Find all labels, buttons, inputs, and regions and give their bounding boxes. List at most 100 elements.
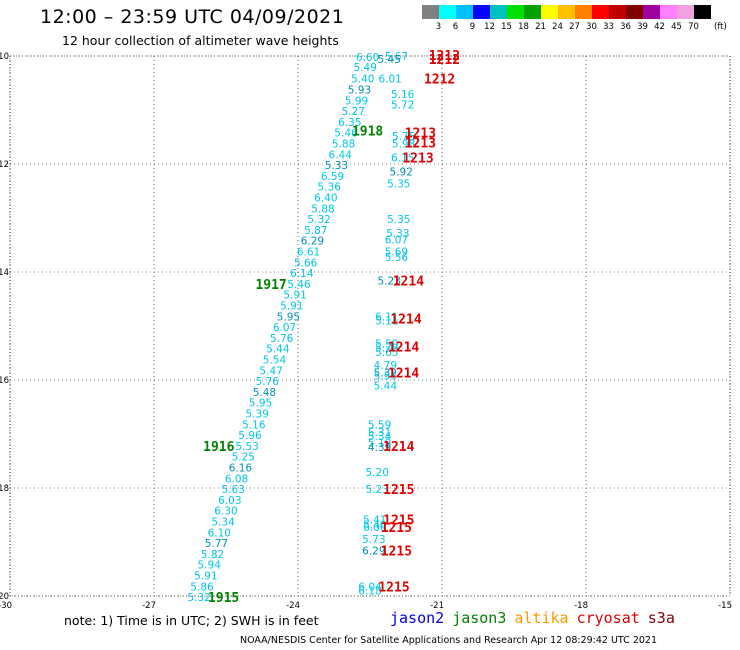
wave-height-value: 5.40 <box>351 74 374 86</box>
wave-height-value: 5.79 <box>375 343 398 355</box>
wave-height-value: 5.67 <box>385 51 408 63</box>
wave-height-value: 5.34 <box>211 516 235 528</box>
wave-height-value: 5.87 <box>304 225 327 237</box>
pass-time-label: 1215 <box>381 545 412 560</box>
wave-height-value: 5.23 <box>378 276 401 288</box>
wave-height-value: 5.33 <box>386 228 409 240</box>
color-swatch <box>660 5 677 19</box>
wave-height-value: 5.96 <box>238 430 262 442</box>
wave-height-value: 4.39 <box>368 442 391 454</box>
pass-time-label: 1212 <box>429 53 460 68</box>
wave-height-value: 5.36 <box>318 182 342 194</box>
wave-height-value: 6.40 <box>314 192 337 204</box>
legend-entry-s3a: s3a <box>647 609 675 627</box>
color-swatch <box>558 5 575 19</box>
color-scale-label: 12 <box>484 22 495 32</box>
wave-height-value: 6.10 <box>208 527 231 539</box>
time-labels: 1918191719161915121212121212121312131213… <box>203 49 460 606</box>
wave-height-value: 6.29 <box>301 236 324 248</box>
pass-time-label: 1215 <box>381 521 412 536</box>
wave-height-value: 6.08 <box>225 473 248 485</box>
wave-height-value: 5.76 <box>270 333 294 345</box>
latitude-tick-label: -14 <box>0 268 9 278</box>
color-scale-unit: (ft) <box>714 22 727 32</box>
wave-height-value: 6.61 <box>297 246 320 258</box>
color-scale-label: 42 <box>654 22 665 32</box>
wave-height-value: 5.69 <box>385 246 408 258</box>
wave-height-value: 5.76 <box>256 376 280 388</box>
longitude-tick-label: -27 <box>142 601 156 611</box>
pass-time-label: 1213 <box>405 127 436 142</box>
longitude-tick-label: -18 <box>574 601 588 611</box>
wave-height-value: 6.07 <box>273 322 296 334</box>
wave-height-value: 5.88 <box>332 138 355 150</box>
pass-time-label: 1215 <box>383 483 414 498</box>
pass-time-label: 1214 <box>388 366 419 381</box>
latitude-tick-label: -18 <box>0 484 9 494</box>
wave-height-value: 5.82 <box>201 549 224 561</box>
pass-time-label: 1212 <box>429 49 460 64</box>
color-swatch <box>677 5 694 19</box>
latitude-tick-label: -16 <box>0 376 9 386</box>
wave-height-value: 5.16 <box>242 419 266 431</box>
wave-height-value: 5.95 <box>249 398 272 410</box>
color-scale-label: 36 <box>620 22 631 32</box>
longitude-labels: -30 -27 -24 -21 -18 -15 <box>0 601 732 611</box>
wave-height-value: 5.91 <box>280 300 303 312</box>
legend-entry-jason3: jason3 <box>452 609 507 627</box>
wave-height-value: 6.03 <box>218 495 241 507</box>
wave-height-value: 6.15 <box>391 153 414 165</box>
wave-height-value: 5.77 <box>205 538 228 550</box>
latitude-tick-label: -12 <box>0 160 9 170</box>
color-scale-label: 24 <box>552 22 563 32</box>
legend-entry-altika: altika <box>514 609 569 627</box>
wave-height-value: 5.98 <box>392 138 415 150</box>
color-scale-label: 15 <box>501 22 512 32</box>
wave-height-value: 5.11 <box>375 316 398 328</box>
color-scale-label: 27 <box>569 22 580 32</box>
wave-height-value: 5.41 <box>363 514 386 526</box>
wave-height-value: 5.53 <box>374 371 397 383</box>
wave-height-value: 5.59 <box>368 419 391 431</box>
color-swatch <box>626 5 643 19</box>
color-scale-labels: 3 6 9 12 15 18 21 24 27 30 33 36 39 42 45 70 <box>422 22 702 32</box>
longitude-tick-label: -24 <box>286 601 300 611</box>
wave-height-values: 6.605.495.405.935.995.276.355.465.886.44… <box>187 51 415 604</box>
pass-time-label: 1215 <box>383 513 414 528</box>
satellite-legend: jason2 jason3 altika cryosat s3a <box>390 609 683 627</box>
color-scale-label: 39 <box>637 22 648 32</box>
wave-height-value: 5.66 <box>294 257 318 269</box>
wave-height-value: 6.60 <box>356 52 379 64</box>
wave-height-value: 5.40 <box>363 520 386 532</box>
page-title: 12:00 – 23:59 UTC 04/09/2021 <box>40 6 345 28</box>
color-swatch <box>592 5 609 19</box>
pass-time-label: 1213 <box>405 136 436 151</box>
legend-entry-cryosat: cryosat <box>576 609 640 627</box>
wave-height-value: 5.35 <box>387 214 410 226</box>
color-scale-bar <box>422 5 711 19</box>
wave-height-value: 5.47 <box>259 365 282 377</box>
wave-height-value: 5.75 <box>392 131 415 143</box>
wave-height-value: 5.31 <box>368 427 391 439</box>
wave-height-value: 5.16 <box>391 89 415 101</box>
pass-time-label: 1215 <box>378 580 409 595</box>
color-scale-label: 30 <box>586 22 597 32</box>
wave-height-value: 5.56 <box>385 252 409 264</box>
credit-footer: NOAA/NESDIS Center for Satellite Applica… <box>240 635 658 646</box>
pass-time-label: 1213 <box>402 152 433 167</box>
wave-height-value: 6.30 <box>214 506 237 518</box>
wave-height-value: 6.06 <box>363 522 387 534</box>
pass-time-label: 1212 <box>424 73 455 88</box>
wave-height-value: 5.48 <box>253 387 276 399</box>
wave-height-value: 6.16 <box>229 462 253 474</box>
color-scale-label: 70 <box>688 22 699 32</box>
wave-height-value: 6.59 <box>321 171 344 183</box>
wave-height-value: 5.23 <box>366 484 389 496</box>
legend-entry-jason2: jason2 <box>390 609 445 627</box>
pass-time-label: 1214 <box>388 341 419 356</box>
wave-height-value: 5.20 <box>366 467 389 479</box>
pass-time-label: 1915 <box>208 591 239 606</box>
wave-height-value: 5.54 <box>263 354 287 366</box>
page-subtitle: 12 hour collection of altimeter wave hei… <box>62 33 339 48</box>
wave-height-value: 5.86 <box>190 581 214 593</box>
